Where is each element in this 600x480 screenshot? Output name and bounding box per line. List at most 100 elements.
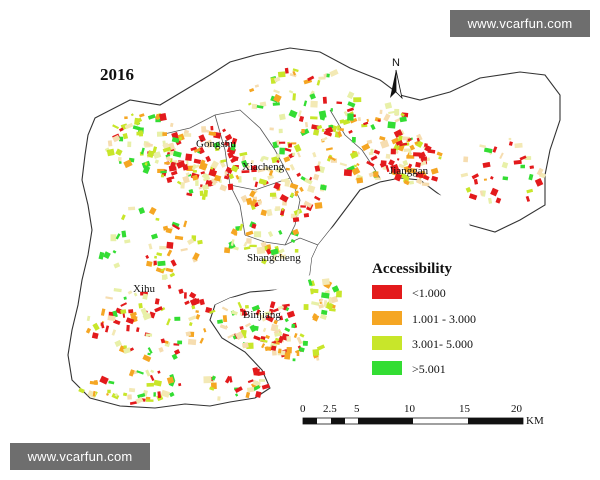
accessibility-patch: [295, 349, 300, 354]
accessibility-patch: [525, 195, 531, 202]
accessibility-patch: [312, 173, 320, 181]
accessibility-patch: [251, 223, 257, 229]
accessibility-patch: [142, 313, 151, 321]
accessibility-patch: [514, 142, 523, 149]
accessibility-patch: [128, 369, 135, 377]
accessibility-patch: [105, 392, 109, 396]
accessibility-patch: [203, 328, 207, 333]
accessibility-patch: [106, 148, 115, 157]
accessibility-patch: [201, 194, 206, 201]
accessibility-patch: [228, 173, 235, 180]
accessibility-patch: [278, 128, 283, 134]
accessibility-patch: [436, 151, 443, 157]
accessibility-patch: [380, 160, 387, 166]
accessibility-patch: [330, 158, 337, 163]
accessibility-patch: [230, 143, 237, 151]
accessibility-patch: [277, 348, 282, 354]
accessibility-patch: [289, 73, 297, 78]
accessibility-patch: [153, 379, 162, 387]
accessibility-patch: [115, 148, 123, 156]
accessibility-patch: [284, 147, 292, 152]
accessibility-patch: [261, 258, 268, 265]
accessibility-patch: [237, 301, 243, 309]
accessibility-patch: [409, 180, 414, 185]
accessibility-patch: [304, 121, 309, 128]
accessibility-patch: [264, 311, 272, 316]
accessibility-patch: [235, 393, 239, 397]
accessibility-patch: [284, 318, 289, 323]
accessibility-patch: [259, 101, 267, 108]
accessibility-patch: [135, 396, 144, 405]
accessibility-patch: [265, 334, 270, 340]
accessibility-patch: [120, 214, 126, 221]
accessibility-patch: [473, 178, 479, 185]
accessibility-patch: [302, 340, 308, 346]
accessibility-patch: [193, 158, 202, 165]
accessibility-patch: [492, 146, 498, 153]
accessibility-patch: [227, 183, 234, 191]
accessibility-patch: [264, 245, 268, 251]
accessibility-patch: [294, 249, 299, 253]
accessibility-patch: [147, 347, 153, 354]
accessibility-patch: [260, 209, 268, 217]
accessibility-patch: [174, 316, 181, 321]
accessibility-patch: [124, 122, 134, 130]
accessibility-patch: [375, 177, 382, 181]
accessibility-patch: [195, 310, 199, 314]
accessibility-patch: [166, 176, 173, 184]
accessibility-patch: [208, 131, 217, 137]
accessibility-patch: [312, 349, 320, 356]
accessibility-patch: [169, 122, 174, 128]
accessibility-patch: [343, 169, 353, 177]
accessibility-patch: [133, 292, 138, 297]
accessibility-patch: [136, 131, 144, 136]
scale-tick-2: 5: [354, 403, 360, 415]
accessibility-patch: [114, 393, 119, 397]
accessibility-patch: [200, 184, 203, 188]
qiantang-river: [215, 185, 470, 310]
district-label-xiacheng: Xiacheng: [242, 161, 285, 173]
accessibility-patch: [153, 151, 162, 159]
accessibility-patch: [245, 322, 252, 328]
accessibility-patch: [262, 155, 269, 161]
accessibility-patch: [292, 70, 297, 76]
accessibility-patch: [112, 134, 121, 143]
accessibility-patch: [275, 166, 283, 174]
legend-title: Accessibility: [372, 261, 452, 277]
accessibility-patch: [260, 314, 266, 322]
accessibility-patch: [336, 101, 343, 105]
accessibility-patch: [379, 136, 386, 141]
accessibility-patch: [245, 391, 251, 399]
accessibility-patch: [157, 370, 161, 374]
accessibility-patch: [391, 137, 400, 145]
accessibility-patch: [273, 319, 278, 325]
accessibility-patch: [250, 198, 257, 207]
accessibility-patch: [339, 162, 348, 167]
accessibility-patch: [337, 125, 340, 131]
accessibility-patch: [126, 324, 130, 332]
accessibility-patch: [153, 392, 156, 397]
accessibility-patch: [221, 306, 229, 312]
accessibility-patch: [513, 159, 522, 165]
accessibility-patch: [100, 308, 106, 316]
accessibility-patch: [257, 200, 262, 206]
accessibility-patch: [253, 231, 262, 238]
accessibility-patch: [270, 248, 279, 256]
accessibility-patch: [244, 304, 249, 309]
accessibility-patch: [250, 325, 259, 331]
accessibility-patch: [421, 182, 430, 187]
accessibility-patch: [310, 100, 318, 108]
accessibility-patch: [270, 345, 277, 351]
accessibility-patch: [390, 163, 400, 173]
accessibility-patch: [255, 391, 262, 398]
accessibility-patch: [169, 161, 176, 170]
accessibility-patch: [249, 190, 256, 198]
accessibility-patch: [192, 169, 198, 173]
accessibility-patch: [138, 207, 146, 215]
accessibility-patch: [395, 139, 403, 146]
accessibility-patch: [276, 139, 281, 146]
accessibility-patch: [312, 152, 317, 158]
accessibility-patch: [400, 112, 405, 117]
accessibility-patch: [292, 228, 300, 236]
accessibility-patch: [384, 102, 393, 110]
